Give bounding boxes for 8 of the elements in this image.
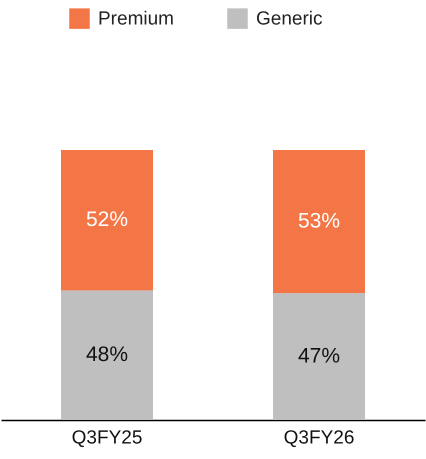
data-label: 47% xyxy=(298,344,340,368)
data-label: 53% xyxy=(298,210,340,233)
x-tick-label: Q3FY26 xyxy=(284,428,354,448)
data-label: 52% xyxy=(86,208,128,232)
data-label: 48% xyxy=(86,343,128,366)
legend-label: Generic xyxy=(256,8,323,30)
x-tick-label: Q3FY25 xyxy=(72,428,142,448)
legend-label: Premium xyxy=(98,8,174,30)
